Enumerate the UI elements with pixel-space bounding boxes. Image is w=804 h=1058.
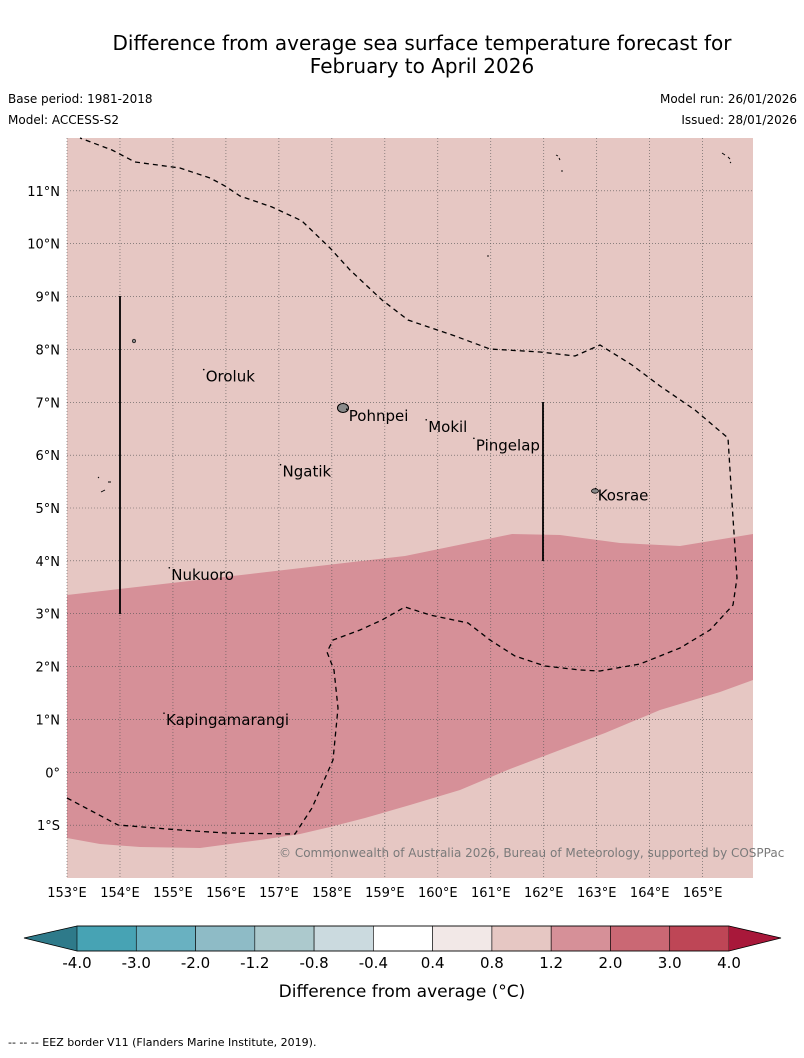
longitude-tick-label: 160°E [418,886,458,901]
place-marker [202,368,205,371]
colorbar-extend-high [729,926,781,951]
colorbar-tick-label: 0.8 [480,954,504,972]
latitude-tick-label: 1°N [36,713,61,728]
place-label-oroluk: Oroluk [206,368,255,386]
colorbar: -4.0 -3.0 -2.0 -1.2 -0.8 -0.4 0.4 0.8 1.2 2.0 3.0 4… [23,925,782,1002]
colorbar-tick-label: -1.2 [240,954,269,972]
colorbar-tick-label: 1.2 [539,954,563,972]
colorbar-tick-label: 2.0 [599,954,623,972]
colorbar-segment [491,925,552,952]
island-shapes [97,152,732,494]
latitude-tick-label: 6°N [36,449,61,464]
place-marker [473,437,475,440]
latitude-labels: 11°N 10°N 9°N 8°N 7°N 6°N 5°N 4°N 3°N 2°N 1°N 0° 1°S [27,185,60,834]
place-label-nukuoro: Nukuoro [171,566,234,584]
place-labels: Oroluk Pohnpei Mokil Pingelap Ngatik Kosrae Nu… [163,368,649,729]
colorbar-tick-label: -4.0 [62,954,91,972]
place-label-kosrae: Kosrae [598,487,649,505]
place-marker [279,463,282,466]
latitude-tick-label: 1°S [37,819,60,834]
colorbar-tick-label: 0.4 [421,954,445,972]
colorbar-tick-labels: -4.0 -3.0 -2.0 -1.2 -0.8 -0.4 0.4 0.8 1.2 2.0 3.0 4… [62,954,741,972]
colorbar-boxes [76,925,730,952]
colorbar-tick-label: 4.0 [717,954,741,972]
longitude-tick-label: 154°E [100,886,140,901]
longitude-tick-label: 163°E [577,886,617,901]
place-marker [168,566,171,569]
colorbar-tick-label: 3.0 [658,954,682,972]
colorbar-extend-low [24,926,77,951]
colorbar-segment [135,925,196,952]
eez-legend-note: -- -- -- EEZ border V11 (Flanders Marine… [8,1036,317,1049]
place-label-kapingamarangi: Kapingamarangi [166,711,289,729]
longitude-tick-label: 157°E [259,886,299,901]
colorbar-segment [195,925,256,952]
colorbar-title: Difference from average (°C) [279,982,526,1002]
place-marker [345,408,348,411]
longitude-tick-label: 164°E [630,886,670,901]
longitude-labels: 153°E 154°E 155°E 156°E 157°E 158°E 159°E 160°E… [47,886,722,901]
copyright-note: © Commonwealth of Australia 2026, Bureau… [279,846,784,860]
longitude-tick-label: 153°E [47,886,87,901]
longitude-tick-label: 161°E [471,886,511,901]
map-panel: Oroluk Pohnpei Mokil Pingelap Ngatik Kosrae Nu… [66,137,784,878]
longitude-tick-label: 165°E [683,886,723,901]
place-marker [163,712,165,714]
latitude-tick-label: 3°N [36,608,61,623]
colorbar-tick-label: -0.4 [359,954,388,972]
islet-cluster [555,154,563,172]
colorbar-tick-label: -0.8 [299,954,328,972]
title-line-2: February to April 2026 [309,54,535,78]
latitude-tick-label: 4°N [36,555,61,570]
place-label-pingelap: Pingelap [476,436,540,454]
longitude-tick-label: 156°E [206,886,246,901]
colorbar-tick-label: -2.0 [181,954,210,972]
longitude-tick-label: 162°E [524,886,564,901]
colorbar-segment [313,925,374,952]
latitude-tick-label: 2°N [36,661,61,676]
anomaly-band-1.2-2.0 [67,534,753,848]
title-line-1: Difference from average sea surface temp… [112,31,732,55]
colorbar-segment [254,925,315,952]
place-label-mokil: Mokil [428,418,467,436]
place-label-ngatik: Ngatik [283,463,332,481]
islet-cluster [721,152,732,164]
colorbar-outline [23,925,782,952]
colorbar-segment [610,925,671,952]
colorbar-segment [76,925,137,952]
model-name: Model: ACCESS-S2 [8,113,120,127]
latitude-tick-label: 9°N [36,291,61,306]
colorbar-segment [432,925,493,952]
latitude-tick-label: 10°N [27,238,60,253]
latitude-tick-label: 5°N [36,502,61,517]
colorbar-segment [669,925,730,952]
latitude-tick-label: 0° [45,766,60,781]
place-marker [594,487,597,490]
islet-shape [132,338,136,344]
base-period: Base period: 1981-2018 [8,92,153,106]
colorbar-segment [550,925,611,952]
colorbar-tick-label: -3.0 [122,954,151,972]
place-marker [425,418,428,421]
graticule [66,138,753,878]
pohnpei-island-shape [337,403,349,413]
map-title: Difference from average sea surface temp… [0,32,804,78]
model-run: Model run: 26/01/2026 [659,92,797,106]
issued-date: Issued: 28/01/2026 [681,113,797,127]
colorbar-segment [373,925,433,952]
longitude-tick-label: 158°E [312,886,352,901]
longitude-tick-label: 159°E [365,886,405,901]
longitude-tick-label: 155°E [153,886,193,901]
islet-cluster [97,476,111,493]
latitude-tick-label: 11°N [27,185,60,200]
latitude-tick-label: 8°N [36,343,61,358]
latitude-tick-label: 7°N [36,396,61,411]
place-label-pohnpei: Pohnpei [349,407,409,425]
